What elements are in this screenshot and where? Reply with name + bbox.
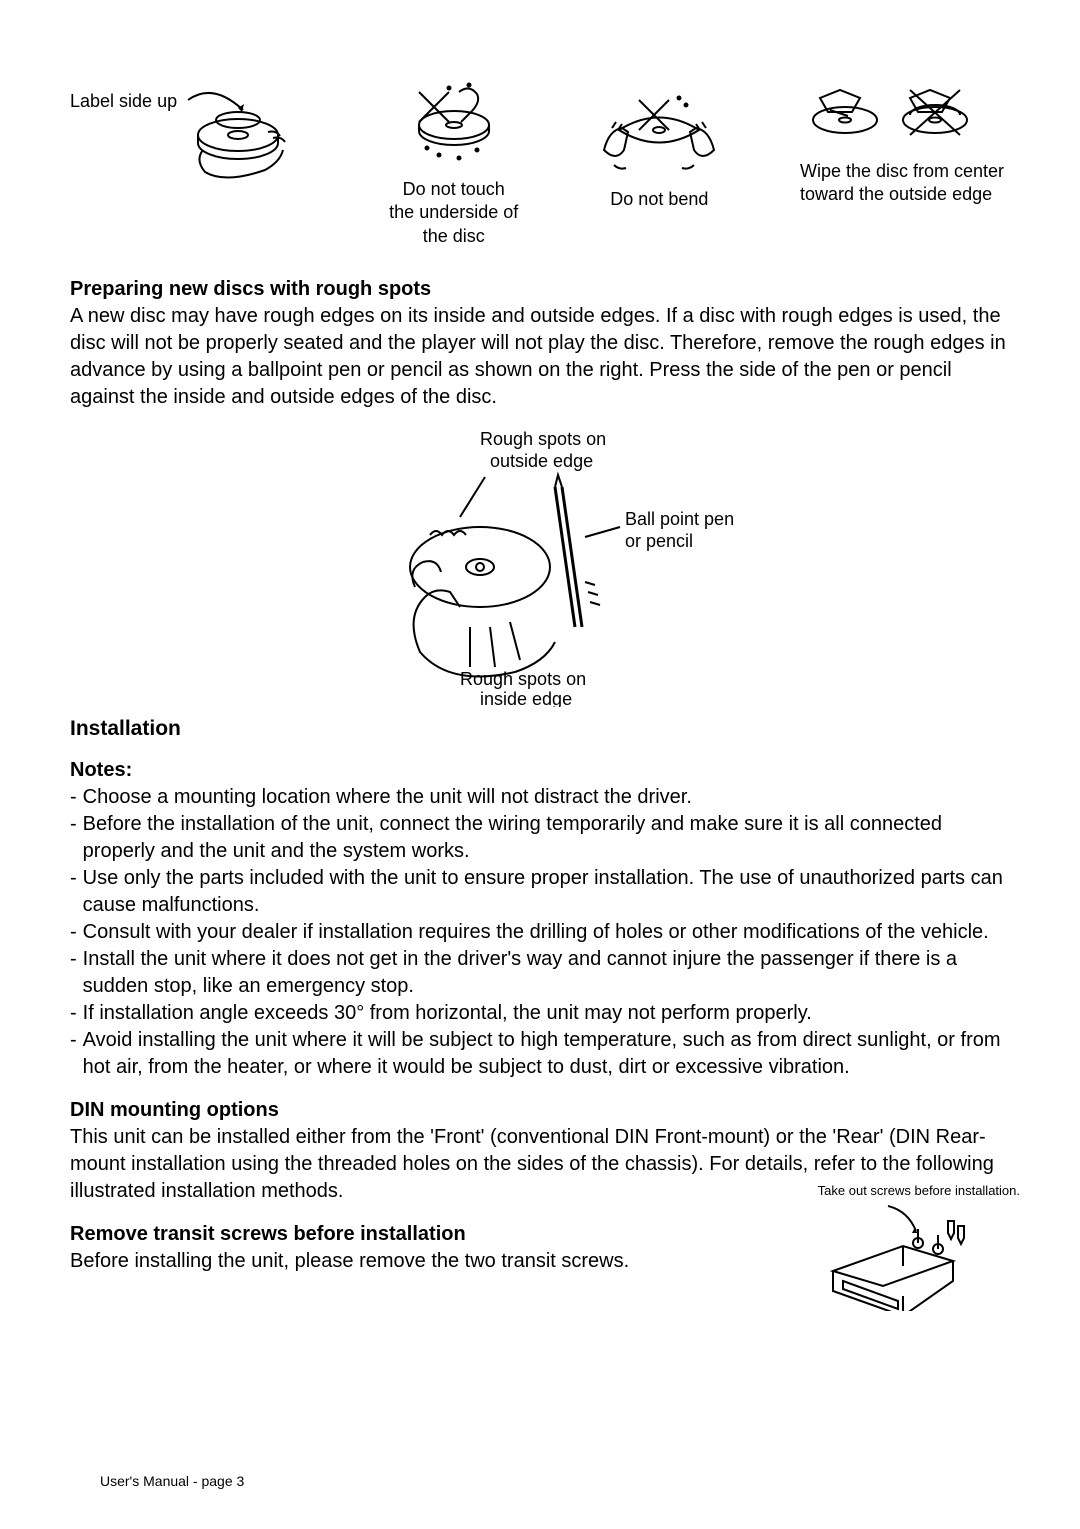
caption-label-side-up: Label side up bbox=[70, 90, 177, 113]
heading-notes: Notes: bbox=[70, 759, 1010, 782]
note-item: -Choose a mounting location where the un… bbox=[70, 784, 1010, 811]
text-rough-outside: Rough spots on bbox=[480, 429, 606, 449]
note-item: -If installation angle exceeds 30° from … bbox=[70, 1000, 1010, 1027]
do-not-touch-icon bbox=[399, 80, 509, 170]
svg-text:or pencil: or pencil bbox=[625, 531, 693, 551]
note-item: -Use only the parts included with the un… bbox=[70, 865, 1010, 919]
top-illustrations-row: Label side up bbox=[70, 80, 1010, 248]
caption-do-not-touch: Do not touch the underside of the disc bbox=[389, 178, 519, 248]
note-item: -Avoid installing the unit where it will… bbox=[70, 1027, 1010, 1081]
heading-preparing: Preparing new discs with rough spots bbox=[70, 278, 1010, 301]
figure-rough-spots: Rough spots on outside edge bbox=[70, 427, 1010, 707]
section-preparing: Preparing new discs with rough spots A n… bbox=[70, 278, 1010, 411]
note-item: -Consult with your dealer if installatio… bbox=[70, 919, 1010, 946]
svg-text:Ball point pen: Ball point pen bbox=[625, 509, 734, 529]
transit-screws-icon bbox=[818, 1201, 968, 1311]
heading-din: DIN mounting options bbox=[70, 1099, 1010, 1122]
svg-text:inside edge: inside edge bbox=[480, 689, 572, 707]
caption-screws: Take out screws before installation. bbox=[818, 1183, 1020, 1199]
figure-wipe: Wipe the disc from center toward the out… bbox=[800, 80, 1010, 207]
notes-list: -Choose a mounting location where the un… bbox=[70, 784, 1010, 1081]
label-side-up-icon bbox=[183, 80, 313, 180]
caption-wipe: Wipe the disc from center toward the out… bbox=[800, 160, 1010, 207]
figure-do-not-bend: Do not bend bbox=[594, 80, 724, 211]
caption-do-not-bend: Do not bend bbox=[610, 188, 708, 211]
footer-page-number: User's Manual - page 3 bbox=[100, 1473, 244, 1489]
body-preparing: A new disc may have rough edges on its i… bbox=[70, 303, 1010, 411]
note-item: -Before the installation of the unit, co… bbox=[70, 811, 1010, 865]
svg-text:outside edge: outside edge bbox=[490, 451, 593, 471]
figure-screws: Take out screws before installation. bbox=[818, 1183, 1020, 1316]
section-remove-screws: Remove transit screws before installatio… bbox=[70, 1223, 1010, 1275]
svg-text:Rough spots on: Rough spots on bbox=[460, 669, 586, 689]
heading-installation: Installation bbox=[70, 717, 1010, 741]
rough-spots-icon: Rough spots on outside edge bbox=[330, 427, 750, 707]
do-not-bend-icon bbox=[594, 80, 724, 180]
figure-label-side-up: Label side up bbox=[70, 80, 313, 180]
wipe-disc-icon bbox=[800, 80, 980, 150]
note-item: -Install the unit where it does not get … bbox=[70, 946, 1010, 1000]
figure-do-not-touch: Do not touch the underside of the disc bbox=[389, 80, 519, 248]
